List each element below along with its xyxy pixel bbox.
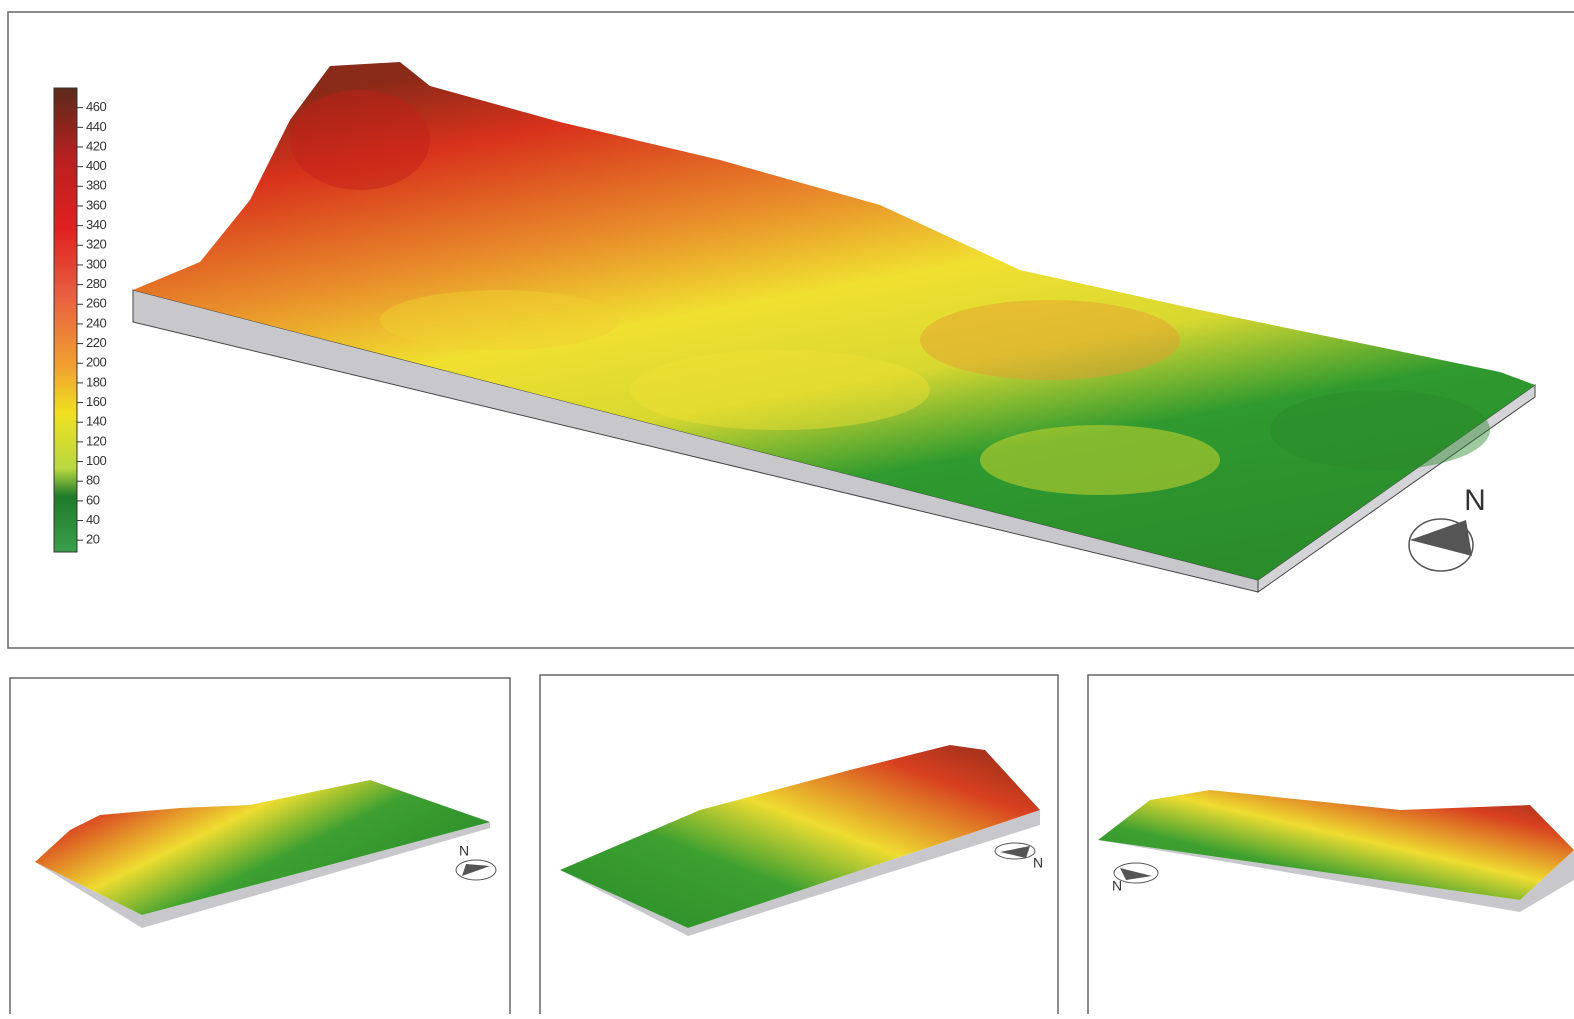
- colorbar-tick-label: 460: [86, 99, 106, 114]
- colorbar-tick-label: 20: [86, 532, 100, 547]
- compass-label: N: [1112, 878, 1122, 894]
- compass: N: [994, 842, 1043, 871]
- panel: [1087, 674, 1574, 1019]
- colorbar-tick-label: 400: [86, 158, 106, 173]
- colorbar-tick-label: 40: [86, 512, 100, 527]
- compass-label: N: [1033, 855, 1043, 871]
- colorbar-tick-label: 180: [86, 374, 106, 389]
- colorbar-tick-label: 100: [86, 453, 106, 468]
- colorbar-tick-label: 360: [86, 197, 106, 212]
- colorbar-tick-label: 160: [86, 394, 106, 409]
- terrain: [133, 62, 1535, 580]
- panel: [9, 677, 511, 1019]
- compass-label: N: [459, 843, 469, 859]
- colorbar-tick-label: 60: [86, 492, 100, 507]
- terrain-relief: [290, 90, 1490, 495]
- compass: N: [1408, 484, 1486, 572]
- colorbar-tick-label: 200: [86, 355, 106, 370]
- terrain: [1098, 790, 1574, 900]
- panel: [539, 674, 1059, 1019]
- colorbar-tick-label: 120: [86, 433, 106, 448]
- colorbar-tick-label: 220: [86, 335, 106, 350]
- colorbar-tick-label: 300: [86, 256, 106, 271]
- colorbar-tick-label: 280: [86, 276, 106, 291]
- terrain: [560, 745, 1040, 928]
- colorbar-tick-label: 380: [86, 178, 106, 193]
- colorbar-tick-label: 140: [86, 414, 106, 429]
- panel: [7, 11, 1574, 649]
- compass: N: [455, 843, 497, 881]
- colorbar-tick-label: 260: [86, 296, 106, 311]
- compass: N: [1112, 862, 1159, 894]
- colorbar: [53, 87, 78, 553]
- compass-label: N: [1464, 484, 1486, 517]
- colorbar-tick-label: 320: [86, 237, 106, 252]
- terrain: [35, 780, 490, 915]
- colorbar-ticks: 20 40 60 80 100 120 140 160 180 200 220 240 260 280 30…: [77, 99, 107, 547]
- colorbar-tick-label: 420: [86, 138, 106, 153]
- colorbar-tick-label: 340: [86, 217, 106, 232]
- slab-side: [1098, 840, 1574, 912]
- colorbar-tick-label: 440: [86, 119, 106, 134]
- colorbar-tick-label: 240: [86, 315, 106, 330]
- colorbar-tick-label: 80: [86, 473, 100, 488]
